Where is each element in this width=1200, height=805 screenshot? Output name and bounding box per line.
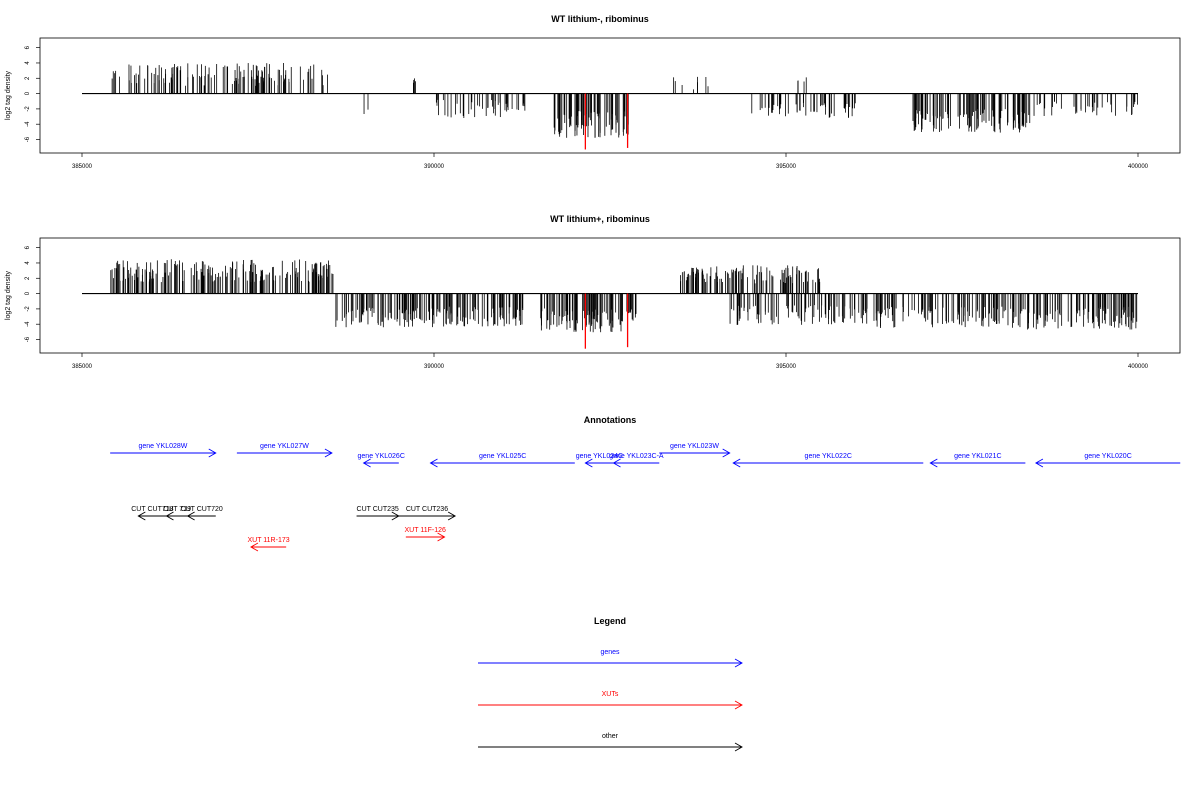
- genes-label: gene YKL026C: [358, 453, 405, 460]
- x-tick-label: 395000: [776, 164, 797, 170]
- genes-arrowhead: [1035, 458, 1044, 468]
- y-tick-label: 0: [25, 291, 31, 295]
- y-tick-label: -2: [25, 106, 31, 112]
- xuts-label: XUT 11R-173: [247, 537, 289, 544]
- genes-label: gene YKL020C: [1084, 453, 1131, 460]
- y-tick-label: -4: [25, 321, 31, 327]
- y-tick-label: 0: [25, 91, 31, 95]
- x-tick-label: 385000: [72, 364, 93, 370]
- genes-label: gene YKL022C: [805, 453, 852, 460]
- genes-label: gene YKL023W: [670, 443, 719, 450]
- chart-title: WT lithium-, ribominus: [551, 14, 649, 24]
- y-tick-label: -6: [25, 336, 31, 342]
- annotations-title: Annotations: [584, 415, 637, 425]
- chart-title: WT lithium+, ribominus: [550, 214, 650, 224]
- genes-arrowhead: [722, 448, 731, 458]
- others-arrowhead: [165, 511, 174, 521]
- genes-label: gene YKL025C: [479, 453, 526, 460]
- y-tick-label: 4: [25, 61, 31, 65]
- xuts-label: XUT 11F-126: [405, 527, 446, 534]
- y-tick-label: 4: [25, 261, 31, 265]
- legend-title: Legend: [594, 616, 626, 626]
- genes-label: gene YKL021C: [954, 453, 1001, 460]
- y-tick-label: 2: [25, 276, 31, 280]
- others-arrowhead: [186, 511, 195, 521]
- y-axis-label: log2 tag density: [5, 70, 12, 120]
- others-arrowhead: [137, 511, 146, 521]
- plot-frame: [39, 37, 1181, 154]
- plot-frame: [39, 237, 1181, 354]
- others-label: CUT CUT235: [357, 506, 399, 513]
- genes-arrowhead: [362, 458, 371, 468]
- xuts-arrowhead: [250, 542, 259, 552]
- y-axis-label: log2 tag density: [5, 270, 12, 320]
- others-arrowhead: [447, 511, 457, 521]
- x-tick-label: 395000: [776, 364, 797, 370]
- others-label: CUT CUT718: [131, 506, 173, 513]
- y-tick-label: 6: [25, 245, 31, 249]
- others-label: CUT 719: [163, 506, 191, 513]
- x-tick-label: 390000: [424, 164, 445, 170]
- legend-arrowhead: [734, 742, 743, 752]
- genes-arrowhead: [612, 458, 621, 468]
- legend-arrowhead: [734, 658, 743, 668]
- genes-label: gene YKL027W: [260, 443, 309, 450]
- legend-label: XUTs: [602, 691, 619, 698]
- genes-label: gene YKL028W: [138, 443, 187, 450]
- x-tick-label: 400000: [1128, 164, 1149, 170]
- legend-arrowhead: [734, 700, 743, 710]
- y-tick-label: 6: [25, 45, 31, 49]
- genes-arrowhead: [584, 458, 593, 468]
- genes-arrowhead: [929, 458, 938, 468]
- xuts-arrowhead: [437, 532, 446, 542]
- genes-arrowhead: [429, 458, 438, 468]
- genes-label: gene YKL023C-A: [609, 453, 664, 460]
- legend-label: genes: [600, 649, 620, 656]
- genes-label: gene YKL024C: [576, 453, 623, 460]
- legend-label: other: [602, 733, 619, 740]
- x-tick-label: 390000: [424, 364, 445, 370]
- x-tick-label: 385000: [72, 164, 93, 170]
- genes-arrowhead: [732, 458, 741, 468]
- others-label: CUT CUT236: [406, 506, 448, 513]
- x-tick-label: 400000: [1128, 364, 1149, 370]
- genes-arrowhead: [208, 448, 217, 458]
- y-tick-label: -4: [25, 121, 31, 127]
- y-tick-label: -6: [25, 136, 31, 142]
- others-label: CUT CUT720: [181, 506, 223, 513]
- y-tick-label: -2: [25, 306, 31, 312]
- genes-arrowhead: [324, 448, 333, 458]
- y-tick-label: 2: [25, 76, 31, 80]
